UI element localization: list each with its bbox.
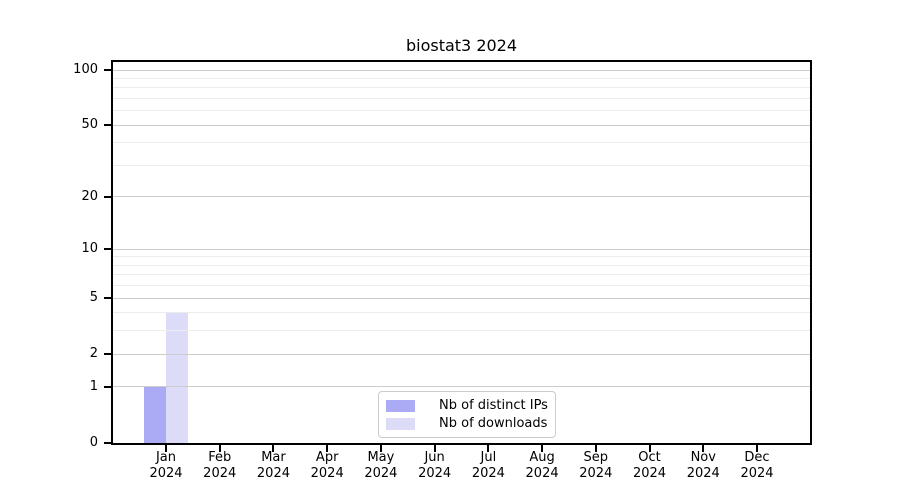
x-tick-mark <box>756 445 758 452</box>
gridline-minor <box>113 256 810 258</box>
gridline-major <box>113 386 810 388</box>
gridline-major <box>113 297 810 299</box>
x-tick-mark <box>218 445 221 452</box>
gridline-minor <box>113 264 810 266</box>
y-tick-mark <box>104 195 111 198</box>
x-tick-label-may: May 2024 <box>364 450 398 481</box>
y-tick-label: 5 <box>89 290 98 306</box>
y-tick-mark <box>104 297 111 300</box>
y-tick-mark <box>104 69 111 71</box>
x-tick-mark <box>379 445 382 452</box>
plot-area: Nb of distinct IPs Nb of downloads <box>111 60 812 445</box>
y-tick-label: 2 <box>89 346 98 362</box>
y-tick-label: 50 <box>81 117 98 133</box>
y-tick-label: 100 <box>73 62 98 77</box>
bar-distinct-ips-jan <box>144 386 166 443</box>
y-tick-mark <box>104 385 111 388</box>
gridline-minor <box>113 312 810 314</box>
gridline-major <box>113 353 810 355</box>
gridline-major <box>113 196 810 198</box>
gridline-minor <box>113 77 810 79</box>
x-tick-mark <box>272 445 275 452</box>
y-tick-mark <box>104 442 111 444</box>
x-tick-mark <box>433 445 436 452</box>
x-tick-mark <box>594 445 597 452</box>
gridline-minor <box>113 110 810 112</box>
y-tick-label: 20 <box>81 188 98 204</box>
y-tick-mark <box>104 124 111 127</box>
legend-label-downloads: Nb of downloads <box>439 416 548 431</box>
x-tick-label-mar: Mar 2024 <box>256 450 290 481</box>
x-tick-label-jul: Jul 2024 <box>471 450 505 481</box>
x-tick-mark <box>648 445 651 452</box>
y-tick-mark <box>104 353 111 356</box>
y-tick-mark <box>104 248 111 251</box>
gridline-minor <box>113 87 810 89</box>
legend-item-distinct-ips: Nb of distinct IPs <box>386 398 548 413</box>
x-tick-label-apr: Apr 2024 <box>310 450 344 481</box>
legend-item-downloads: Nb of downloads <box>386 416 547 431</box>
x-tick-mark <box>487 445 490 452</box>
gridline-minor <box>113 164 810 166</box>
gridline-minor <box>113 330 810 332</box>
x-tick-label-jan: Jan 2024 <box>149 450 183 481</box>
x-tick-label-dec: Dec 2024 <box>740 450 774 481</box>
gridline-major <box>113 248 810 250</box>
y-tick-label: 1 <box>89 378 98 394</box>
x-tick-mark <box>541 445 544 452</box>
chart-title: biostat3 2024 <box>405 36 518 55</box>
x-tick-label-sep: Sep 2024 <box>579 450 613 481</box>
y-tick-label: 10 <box>81 241 98 257</box>
bar-downloads-jan <box>166 312 188 443</box>
legend-swatch-distinct-ips <box>386 399 415 412</box>
x-tick-label-oct: Oct 2024 <box>632 450 667 481</box>
legend-swatch-downloads <box>386 417 415 430</box>
gridline-minor <box>113 97 810 99</box>
y-tick-label: 0 <box>89 435 98 450</box>
legend-label-distinct-ips: Nb of distinct IPs <box>439 398 548 413</box>
gridline-major <box>113 124 810 126</box>
x-tick-label-aug: Aug 2024 <box>525 450 559 481</box>
legend: Nb of distinct IPs Nb of downloads <box>378 391 556 438</box>
gridline-minor <box>113 285 810 287</box>
gridline-major <box>113 69 810 71</box>
gridline-minor <box>113 274 810 276</box>
x-tick-mark <box>702 445 705 452</box>
x-tick-mark <box>326 445 329 452</box>
plot-inner: Nb of distinct IPs Nb of downloads <box>113 62 810 443</box>
x-tick-label-nov: Nov 2024 <box>686 450 720 481</box>
x-tick-label-feb: Feb 2024 <box>203 450 237 481</box>
x-tick-label-jun: Jun 2024 <box>418 450 452 481</box>
x-tick-mark <box>165 445 167 452</box>
gridline-minor <box>113 142 810 144</box>
